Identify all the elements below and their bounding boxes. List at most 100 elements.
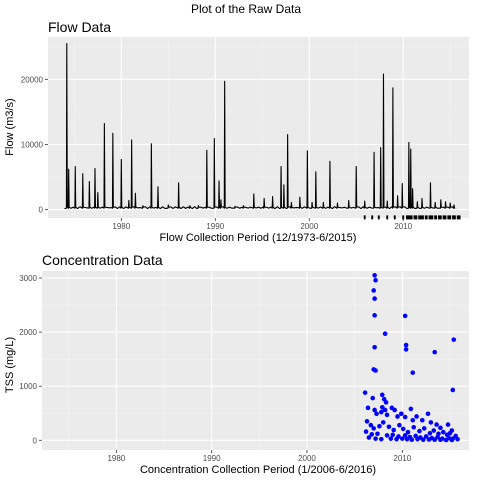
flow-chart-title: Flow Data: [48, 19, 111, 35]
concentration-point: [383, 400, 389, 405]
concentration-point: [371, 288, 376, 293]
flow-y-tick-label: 0: [39, 206, 44, 215]
concentration-point: [402, 313, 408, 319]
flow-y-axis-label: Flow (m3/s): [4, 98, 16, 155]
concentration-point: [432, 437, 437, 443]
flow-gap-bar: [434, 215, 438, 220]
concentration-point: [409, 437, 415, 443]
concentration-point: [449, 437, 455, 443]
concentration-x-tick-label: 1990: [203, 454, 221, 463]
concentration-point: [450, 387, 456, 393]
concentration-point: [399, 411, 404, 417]
concentration-point: [379, 392, 385, 398]
flow-gap-bar: [363, 215, 366, 220]
concentration-point: [403, 342, 409, 348]
concentration-point: [372, 344, 377, 350]
concentration-point: [431, 428, 437, 433]
concentration-point: [451, 337, 457, 342]
concentration-chart-title: Concentration Data: [42, 252, 163, 268]
concentration-y-tick-label: 0: [33, 436, 38, 445]
concentration-point: [373, 436, 378, 441]
concentration-point: [423, 434, 429, 439]
concentration-point: [362, 390, 368, 395]
concentration-point: [425, 411, 431, 417]
concentration-chart: Concentration Data Concentration Collect…: [4, 252, 469, 476]
concentration-point: [443, 437, 449, 443]
concentration-point: [379, 436, 384, 442]
concentration-point: [445, 422, 451, 427]
flow-gap-bar: [371, 215, 374, 220]
concentration-point: [382, 331, 388, 337]
flow-x-tick-label: 1980: [112, 222, 130, 231]
concentration-point: [370, 395, 376, 401]
concentration-point: [369, 432, 375, 437]
concentration-point: [364, 419, 370, 424]
concentration-y-axis-label: TSS (mg/L): [4, 337, 16, 393]
concentration-point: [372, 273, 377, 278]
concentration-point: [375, 431, 380, 437]
concentration-point: [403, 347, 409, 352]
concentration-point: [428, 420, 434, 425]
flow-gap-bar: [437, 215, 442, 220]
concentration-x-tick-label: 2010: [393, 454, 411, 463]
concentration-point: [420, 417, 425, 423]
concentration-x-tick-label: 2000: [298, 454, 316, 463]
concentration-point: [363, 429, 369, 434]
flow-gap-bar: [418, 215, 424, 220]
concentration-point: [404, 436, 410, 442]
flow-x-tick-label: 2010: [394, 222, 412, 231]
concentration-point: [432, 349, 437, 355]
concentration-point: [440, 429, 446, 435]
flow-gap-bar: [393, 215, 396, 220]
concentration-point: [382, 407, 388, 413]
flow-gap-bar: [406, 215, 413, 220]
figure-title: Plot of the Raw Data: [191, 2, 301, 16]
concentration-point: [380, 420, 386, 425]
flow-series-line: [64, 42, 456, 210]
flow-gap-bar: [424, 215, 428, 220]
concentration-y-tick-label: 3000: [19, 274, 37, 283]
concentration-point: [390, 432, 396, 438]
concentration-point: [405, 429, 411, 435]
flow-gap-bar: [456, 215, 461, 220]
concentration-y-tick-label: 1000: [19, 382, 37, 391]
concentration-point: [402, 414, 408, 420]
concentration-point: [377, 423, 382, 429]
flow-gap-bar: [447, 215, 452, 220]
concentration-point: [420, 437, 426, 443]
concentration-point: [384, 412, 390, 418]
concentration-point: [434, 422, 439, 427]
concentration-point: [379, 404, 385, 410]
concentration-point: [410, 417, 416, 423]
concentration-point: [400, 426, 406, 432]
flow-gap-bar: [386, 215, 389, 220]
concentration-point: [373, 277, 378, 283]
flow-plot-panel: [48, 37, 469, 218]
concentration-point: [372, 313, 377, 318]
concentration-point: [435, 434, 440, 440]
concentration-point: [455, 436, 460, 442]
flow-gap-bar: [413, 215, 418, 220]
concentration-point: [402, 433, 408, 438]
concentration-point: [421, 426, 427, 431]
concentration-point: [394, 436, 399, 442]
concentration-point: [386, 424, 392, 430]
flow-x-axis-label: Flow Collection Period (12/1973-6/2015): [160, 232, 357, 244]
flow-gap-bar: [452, 215, 456, 220]
flow-chart: Flow Data Flow Collection Period (12/197…: [4, 19, 469, 244]
flow-y-tick-label: 10000: [21, 140, 44, 149]
concentration-point: [366, 435, 372, 440]
concentration-point: [391, 427, 397, 433]
flow-gap-bar: [402, 215, 405, 220]
concentration-point: [374, 411, 379, 417]
concentration-point: [395, 414, 400, 419]
flow-x-tick-label: 1990: [206, 222, 224, 231]
concentration-point: [372, 407, 377, 413]
concentration-x-tick-label: 1980: [107, 454, 125, 463]
concentration-point: [426, 437, 432, 442]
concentration-point: [392, 407, 397, 413]
concentration-point: [368, 422, 374, 428]
flow-y-tick-label: 20000: [21, 75, 44, 84]
concentration-point: [399, 436, 405, 441]
